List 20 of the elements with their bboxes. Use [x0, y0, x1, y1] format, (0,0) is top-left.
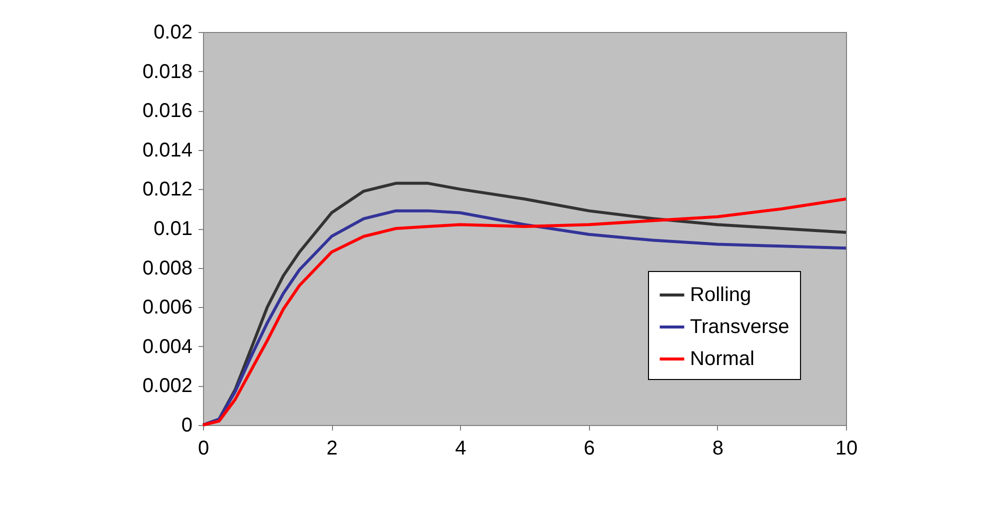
- y-tick-label: 0.01: [154, 218, 192, 240]
- x-tick-label: 0: [198, 438, 210, 460]
- legend-label: Rolling: [690, 284, 752, 306]
- y-tick-label: 0.006: [142, 296, 192, 319]
- y-tick-label: 0.004: [142, 336, 192, 358]
- x-tick-label: 8: [712, 438, 724, 460]
- x-tick-label: 4: [455, 438, 466, 460]
- legend-label: Transverse: [690, 316, 790, 338]
- legend-label: Normal: [690, 348, 754, 370]
- y-tick-label: 0.016: [142, 100, 192, 122]
- x-tick-label: 2: [326, 438, 338, 460]
- y-tick-label: 0.012: [142, 178, 192, 201]
- y-tick-label: 0.008: [142, 257, 192, 280]
- y-tick-label: 0.014: [142, 139, 192, 162]
- x-tick-label: 6: [584, 438, 595, 460]
- y-tick-label: 0.018: [142, 60, 192, 83]
- y-tick-label: 0.002: [142, 375, 192, 398]
- y-tick-label: 0.02: [154, 22, 192, 44]
- y-tick-label: 0: [181, 414, 192, 436]
- x-tick-label: 10: [835, 438, 858, 460]
